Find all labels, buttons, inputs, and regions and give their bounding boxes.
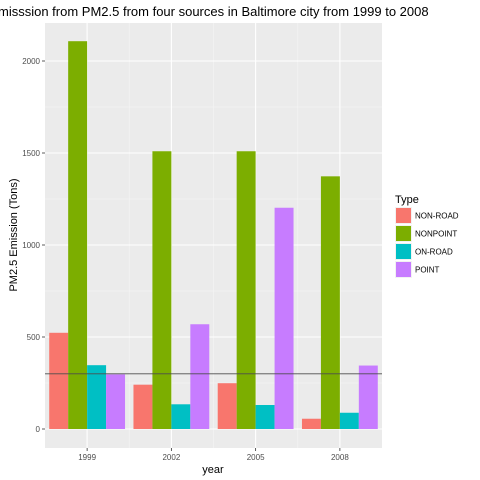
bar-point-2008 [358, 365, 378, 429]
x-axis-ticks: 1999 2002 2005 2008 [78, 448, 349, 462]
bar-non-road-2005 [217, 383, 237, 429]
bar-nonpoint-2008 [320, 176, 340, 429]
x-tick-label: 2005 [247, 453, 265, 462]
bar-nonpoint-2002 [152, 151, 172, 429]
bar-non-road-2002 [133, 384, 153, 429]
y-axis-title: PM2.5 Emission (Tons) [8, 178, 20, 291]
x-tick-label: 1999 [78, 453, 96, 462]
bar-non-road-2008 [301, 418, 321, 429]
legend-swatch-on-road [396, 244, 411, 259]
bar-on-road-1999 [87, 365, 107, 429]
legend-items: NON-ROAD NONPOINT ON-ROAD POINT [395, 207, 459, 278]
legend-label-on-road: ON-ROAD [415, 248, 453, 257]
bar-on-road-2002 [171, 404, 191, 429]
x-tick-label: 2008 [331, 453, 349, 462]
legend-label-non-road: NON-ROAD [415, 212, 459, 221]
bar-on-road-2008 [339, 412, 359, 429]
legend-swatch-nonpoint [396, 226, 411, 241]
bar-nonpoint-1999 [68, 41, 88, 429]
legend-swatch-point [396, 262, 411, 277]
bar-point-2002 [190, 324, 210, 429]
y-tick-label: 2000 [22, 57, 40, 66]
bar-point-2005 [274, 207, 294, 429]
bar-on-road-2005 [255, 405, 275, 429]
legend-label-point: POINT [415, 266, 440, 275]
bar-point-1999 [106, 374, 126, 429]
y-tick-label: 500 [27, 333, 41, 342]
x-axis-title: year [202, 464, 224, 476]
x-tick-label: 2002 [162, 453, 180, 462]
y-tick-label: 1000 [22, 241, 40, 250]
chart-title: misssion from PM2.5 from four sources in… [0, 4, 429, 19]
y-axis-ticks: 0 500 1000 1500 2000 [22, 57, 45, 434]
legend: Type NON-ROAD NONPOINT ON-ROAD POINT [395, 194, 459, 278]
y-tick-label: 1500 [22, 149, 40, 158]
bar-nonpoint-2005 [236, 151, 256, 429]
y-tick-label: 0 [36, 425, 41, 434]
legend-title: Type [395, 194, 419, 206]
legend-swatch-non-road [396, 208, 411, 223]
bar-non-road-1999 [49, 332, 69, 429]
legend-label-nonpoint: NONPOINT [415, 230, 457, 239]
